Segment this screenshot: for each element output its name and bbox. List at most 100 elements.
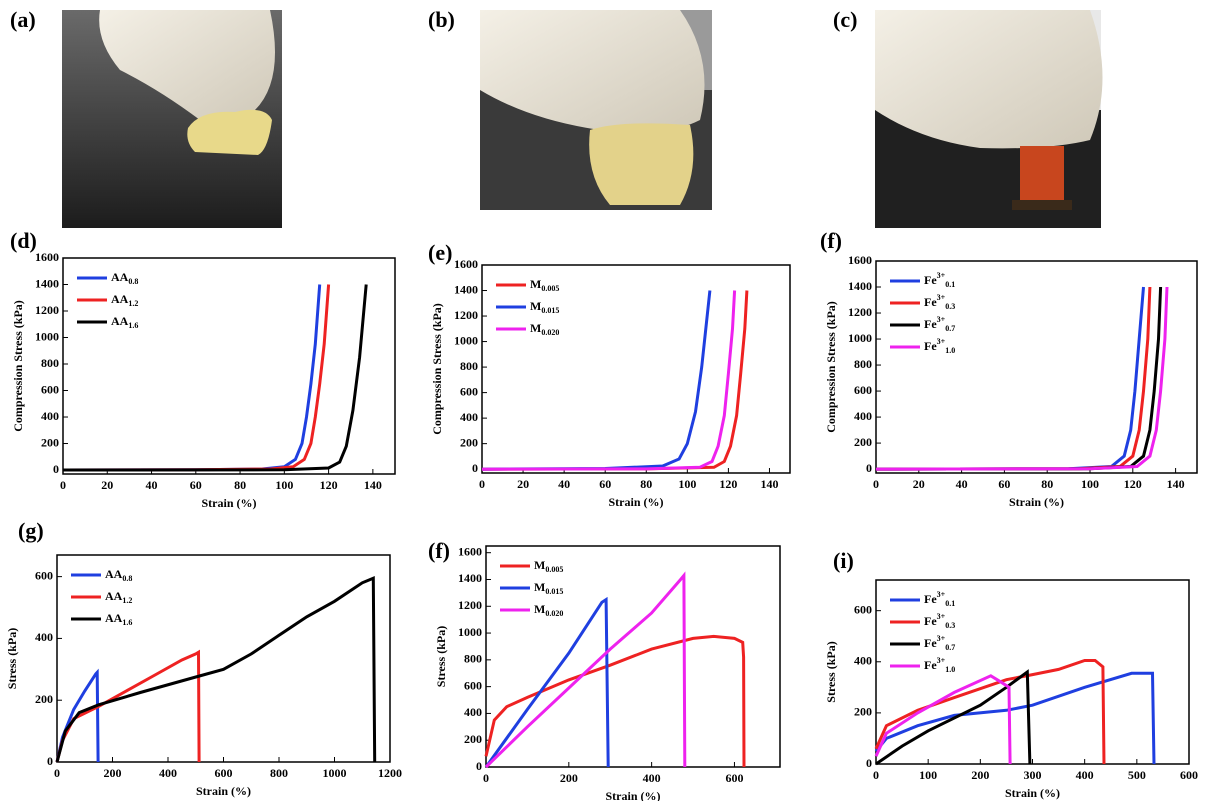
legend-label: Fe3+0.1 [924, 271, 955, 289]
x-tick-label: 0 [873, 768, 879, 782]
y-tick-label: 600 [460, 384, 478, 398]
x-tick-label: 0 [483, 771, 489, 785]
y-tick-label: 1400 [454, 282, 478, 296]
series-line [62, 284, 368, 472]
y-tick-label: 200 [854, 705, 872, 719]
x-tick-label: 1000 [323, 766, 347, 780]
photo-a [62, 10, 282, 228]
y-tick-label: 0 [866, 461, 872, 475]
series-line [55, 575, 377, 763]
x-tick-label: 600 [1180, 768, 1198, 782]
legend-label: M0.005 [534, 558, 563, 574]
x-axis-label: Strain (%) [1009, 495, 1064, 509]
x-tick-label: 500 [1128, 768, 1146, 782]
series-line [481, 290, 712, 471]
x-axis-label: Strain (%) [1005, 786, 1060, 800]
photo-b [480, 10, 712, 210]
legend-label: M0.015 [534, 580, 563, 596]
y-tick-label: 1000 [458, 625, 482, 639]
y-tick-label: 800 [460, 359, 478, 373]
series-line [484, 634, 746, 768]
y-tick-label: 800 [854, 357, 872, 371]
plot-frame [485, 545, 781, 768]
y-tick-label: 200 [460, 435, 478, 449]
y-tick-label: 0 [47, 754, 53, 768]
y-tick-label: 200 [35, 692, 53, 706]
x-tick-label: 800 [270, 766, 288, 780]
x-tick-label: 200 [971, 768, 989, 782]
y-tick-label: 1200 [454, 308, 478, 322]
plot-frame [875, 260, 1198, 474]
x-tick-label: 1200 [378, 766, 402, 780]
x-tick-label: 300 [1024, 768, 1042, 782]
legend-label: AA1.6 [111, 314, 138, 330]
x-tick-label: 100 [275, 478, 293, 492]
series-line [875, 669, 1032, 766]
x-tick-label: 400 [159, 766, 177, 780]
legend-label: M0.015 [530, 299, 559, 315]
series-line [874, 671, 1156, 765]
series-line [875, 286, 1163, 471]
x-tick-label: 0 [54, 766, 60, 780]
panel-label: (e) [428, 240, 452, 265]
y-tick-label: 1000 [35, 329, 59, 343]
y-tick-label: 800 [464, 652, 482, 666]
y-tick-label: 600 [41, 382, 59, 396]
legend-label: Fe3+1.0 [924, 656, 955, 674]
x-tick-label: 100 [678, 477, 696, 491]
series-line [481, 290, 737, 471]
x-tick-label: 40 [146, 478, 158, 492]
y-axis-label: Compression Stress (kPa) [430, 303, 444, 435]
y-tick-label: 1200 [35, 303, 59, 317]
y-tick-label: 400 [854, 409, 872, 423]
y-tick-label: 1400 [458, 571, 482, 585]
legend-label: AA0.8 [105, 567, 132, 583]
x-tick-label: 600 [725, 771, 743, 785]
x-tick-label: 60 [190, 478, 202, 492]
y-tick-label: 1200 [458, 598, 482, 612]
x-tick-label: 80 [234, 478, 246, 492]
y-tick-label: 400 [460, 410, 478, 424]
x-tick-label: 600 [215, 766, 233, 780]
x-tick-label: 80 [1041, 477, 1053, 491]
x-tick-label: 120 [1124, 477, 1142, 491]
x-tick-label: 0 [873, 477, 879, 491]
y-axis-label: Stress (kPa) [5, 628, 19, 689]
series-line [62, 284, 322, 472]
x-tick-label: 400 [1076, 768, 1094, 782]
y-tick-label: 1000 [848, 331, 872, 345]
series-line [874, 674, 1012, 765]
legend-label: AA1.2 [111, 292, 138, 308]
y-tick-label: 1600 [848, 253, 872, 267]
panel-label: (d) [10, 228, 37, 253]
x-axis-label: Strain (%) [609, 495, 664, 509]
x-tick-label: 140 [760, 477, 778, 491]
legend-label: M0.020 [530, 321, 559, 337]
x-tick-label: 40 [558, 477, 570, 491]
plot-frame [481, 264, 791, 474]
x-tick-label: 100 [919, 768, 937, 782]
y-axis-label: Compression Stress (kPa) [824, 301, 838, 433]
y-tick-label: 400 [854, 654, 872, 668]
y-axis-label: Stress (kPa) [434, 626, 448, 687]
panel-label: (f) [820, 228, 842, 253]
series-line [874, 659, 1106, 765]
legend-label: AA1.2 [105, 589, 132, 605]
x-axis-label: Strain (%) [606, 789, 661, 801]
y-tick-label: 400 [35, 630, 53, 644]
y-axis-label: Compression Stress (kPa) [11, 300, 25, 432]
y-tick-label: 400 [41, 409, 59, 423]
y-tick-label: 1000 [454, 333, 478, 347]
x-tick-label: 20 [517, 477, 529, 491]
x-tick-label: 40 [956, 477, 968, 491]
y-tick-label: 600 [854, 602, 872, 616]
x-tick-label: 20 [913, 477, 925, 491]
x-tick-label: 120 [719, 477, 737, 491]
legend-label: M0.020 [534, 602, 563, 618]
y-tick-label: 200 [41, 435, 59, 449]
x-tick-label: 100 [1081, 477, 1099, 491]
y-tick-label: 1200 [848, 305, 872, 319]
y-tick-label: 0 [53, 462, 59, 476]
legend-label: Fe3+1.0 [924, 337, 955, 355]
